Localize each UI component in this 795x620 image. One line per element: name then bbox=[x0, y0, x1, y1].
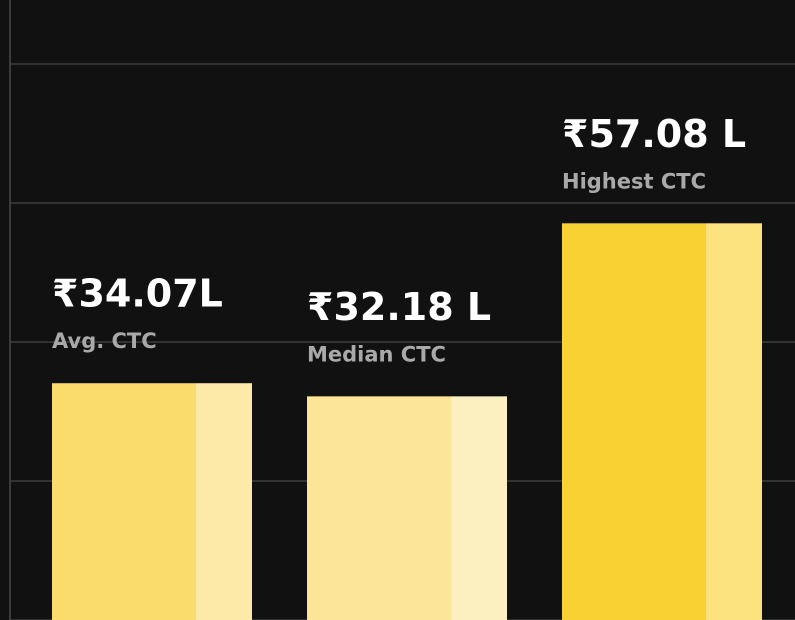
bar bbox=[307, 396, 507, 620]
bar-main bbox=[562, 223, 706, 620]
category-label: Highest CTC bbox=[562, 169, 706, 193]
bar-shade bbox=[196, 383, 252, 620]
value-label: ₹57.08 L bbox=[562, 112, 746, 156]
bar bbox=[52, 383, 252, 620]
value-label: ₹34.07L bbox=[52, 272, 223, 316]
bar-shade bbox=[451, 396, 507, 620]
bar-shade bbox=[706, 223, 762, 620]
bar bbox=[562, 223, 762, 620]
bar-main bbox=[307, 396, 451, 620]
category-label: Avg. CTC bbox=[52, 329, 157, 353]
value-label: ₹32.18 L bbox=[307, 285, 491, 329]
category-label: Median CTC bbox=[307, 342, 446, 366]
bar-main bbox=[52, 383, 196, 620]
